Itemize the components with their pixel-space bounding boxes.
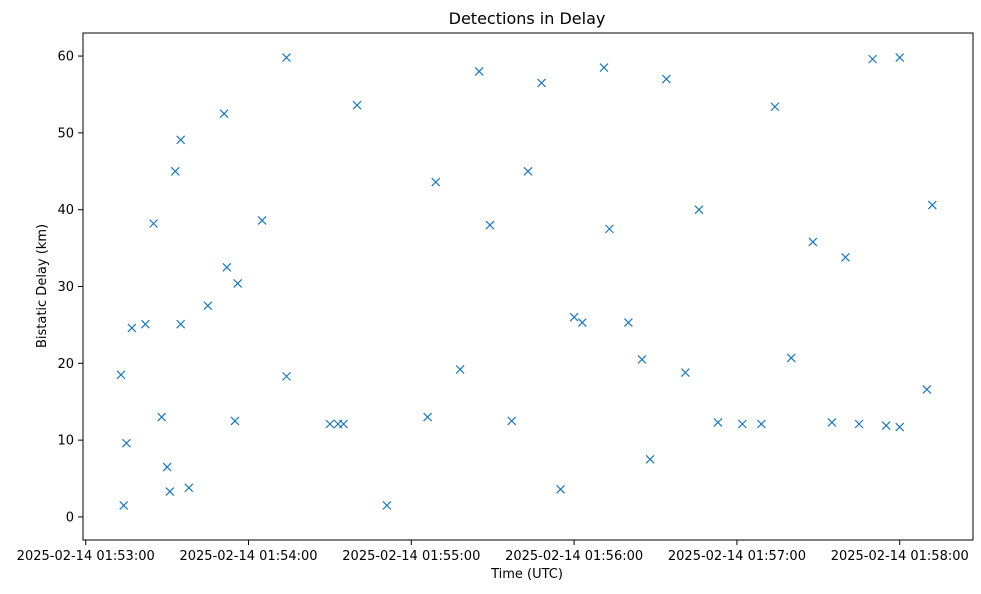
data-point (352, 100, 362, 110)
data-point (854, 419, 864, 429)
data-point (569, 312, 579, 322)
data-point (756, 419, 766, 429)
data-point (233, 279, 243, 288)
data-point (474, 66, 484, 76)
data-point (176, 135, 186, 145)
data-point (623, 318, 633, 328)
data-point (127, 323, 137, 333)
data-point (282, 371, 291, 381)
y-tick-label: 0 (66, 510, 74, 525)
data-point (786, 353, 796, 363)
data-point (219, 109, 229, 119)
data-point (694, 205, 704, 215)
data-point (121, 438, 131, 448)
data-point (176, 319, 186, 329)
x-tick-label: 2025-02-14 01:55:00 (342, 549, 480, 564)
data-point (637, 355, 647, 364)
data-point (895, 53, 905, 63)
data-point (165, 487, 175, 497)
data-point (895, 422, 905, 432)
data-point (140, 319, 150, 329)
x-tick-label: 2025-02-14 01:53:00 (17, 549, 155, 564)
x-tick-label: 2025-02-14 01:56:00 (505, 549, 643, 564)
data-point (881, 421, 891, 430)
data-point (645, 454, 655, 464)
data-point (737, 419, 747, 429)
data-point (339, 419, 348, 429)
data-point (770, 102, 780, 112)
data-point (119, 501, 129, 510)
data-point (325, 419, 335, 429)
y-tick-label: 40 (57, 203, 74, 218)
data-point (922, 385, 932, 394)
y-tick-label: 10 (57, 434, 74, 449)
data-point (116, 370, 126, 380)
data-point (455, 365, 465, 374)
y-axis-label: Bistatic Delay (km) (35, 224, 50, 348)
data-point (230, 416, 240, 426)
data-point (282, 53, 291, 63)
chart-title: Detections in Delay (449, 9, 606, 28)
y-tick-label: 60 (57, 50, 74, 65)
data-point (661, 74, 671, 84)
x-axis-label: Time (UTC) (490, 567, 563, 582)
data-point (577, 318, 587, 328)
y-tick-label: 20 (57, 357, 74, 372)
data-point (537, 78, 546, 88)
x-tick-label: 2025-02-14 01:57:00 (668, 549, 806, 564)
data-point (382, 501, 392, 510)
data-point (927, 200, 937, 210)
data-point (170, 166, 180, 176)
data-point (157, 412, 167, 422)
data-point (431, 177, 441, 187)
data-point (184, 483, 194, 493)
data-point (203, 301, 213, 311)
data-point (599, 63, 609, 72)
data-point (680, 368, 690, 377)
data-point (827, 418, 837, 427)
x-tick-label: 2025-02-14 01:54:00 (179, 549, 317, 564)
data-point (162, 462, 172, 472)
data-point (556, 484, 565, 494)
data-point (604, 224, 614, 234)
data-point (222, 262, 232, 272)
y-tick-label: 30 (57, 280, 74, 295)
x-tick-label: 2025-02-14 01:58:00 (831, 549, 969, 564)
data-point (523, 166, 533, 176)
data-point (868, 54, 878, 64)
data-point (485, 220, 495, 230)
data-point (841, 252, 850, 262)
data-point (507, 416, 517, 426)
data-point (713, 418, 723, 427)
data-point (808, 237, 818, 247)
y-tick-label: 50 (57, 126, 74, 141)
data-point (257, 216, 267, 225)
data-point (423, 412, 433, 422)
data-point (149, 219, 158, 228)
plot-area: 0 10 20 30 40 50 60 2025-02-14 01:53:00 2025-02-… (17, 32, 974, 564)
